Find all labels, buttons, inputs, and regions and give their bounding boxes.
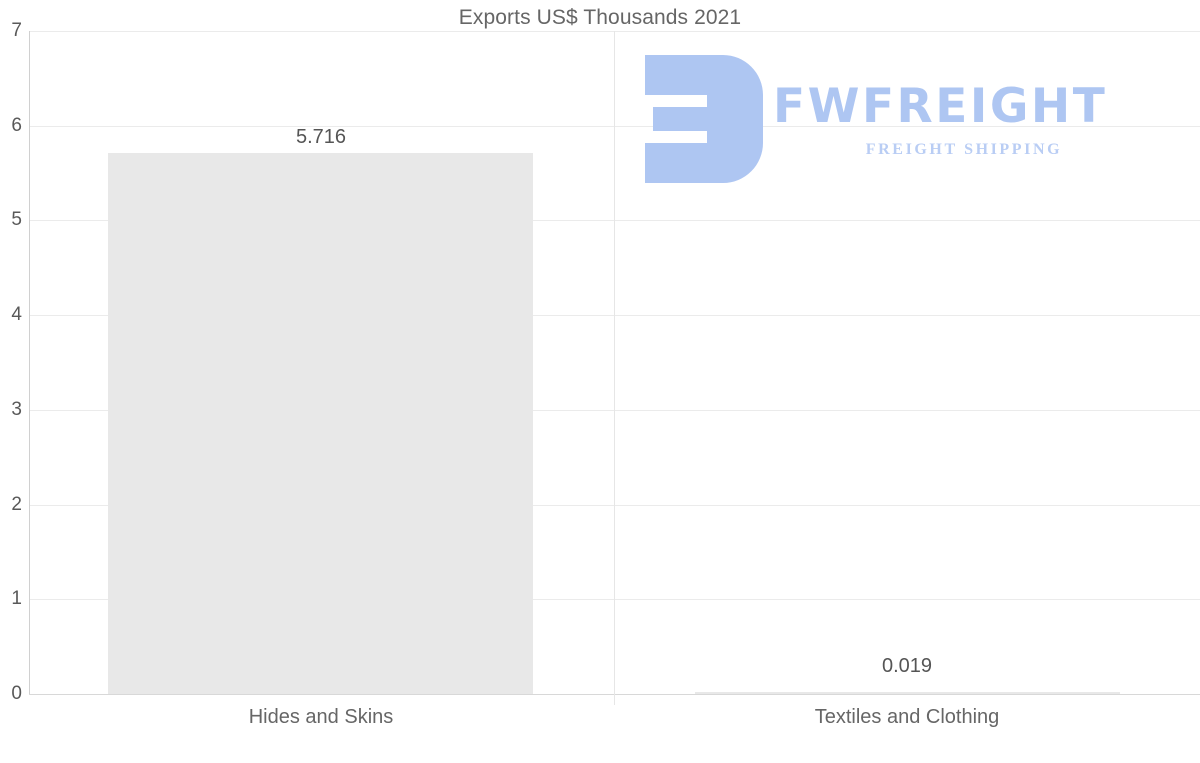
bar-textiles-and-clothing [695,692,1120,694]
y-tick-label-6: 6 [11,114,22,136]
y-tick-label-1: 1 [11,588,22,610]
y-tick-label-2: 2 [11,493,22,515]
x-axis-label-hides-and-skins: Hides and Skins [248,706,394,728]
y-tick-label-3: 3 [11,398,22,420]
plot-area [29,31,1200,695]
chart-title: Exports US$ Thousands 2021 [458,6,742,29]
y-tick-label-0: 0 [11,683,22,704]
y-axis-line [29,31,30,694]
bar-hides-and-skins [108,152,533,694]
bar-value-label-textiles-and-clothing: 0.019 [881,655,933,677]
category-divider [614,31,615,705]
y-tick-label-5: 5 [11,209,22,231]
y-tick-label-4: 4 [11,304,22,326]
bar-value-label-hides-and-skins: 5.716 [295,126,347,148]
x-axis-label-textiles-and-clothing: Textiles and Clothing [814,706,1000,728]
